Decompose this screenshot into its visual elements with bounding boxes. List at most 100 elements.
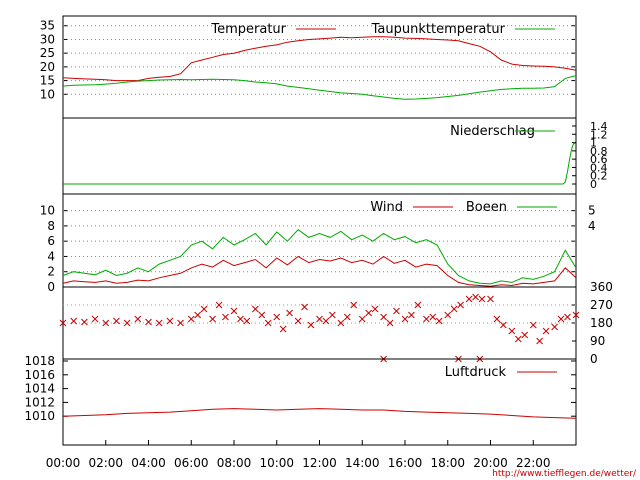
- scatter-point: [286, 309, 293, 317]
- scatter-point: [166, 317, 174, 325]
- y-tick-label: 1012: [24, 395, 55, 409]
- scatter-point: [222, 313, 229, 321]
- x-tick-label: 02:00: [88, 456, 123, 470]
- y-tick-label: 0.6: [590, 153, 608, 166]
- series-line-taupunkttemperatur: [62, 75, 577, 100]
- scatter-point: [551, 323, 558, 331]
- series-line-wind: [62, 255, 577, 287]
- scatter-point: [113, 317, 120, 325]
- legend-label: Boeen: [466, 200, 507, 215]
- legend-label: Niederschlag: [450, 124, 535, 139]
- series-line-temperatur: [62, 36, 577, 82]
- x-tick-label: 14:00: [345, 456, 380, 470]
- scatter-point: [264, 319, 272, 327]
- source-url: http://www.tiefflegen.de/wetter/: [492, 469, 637, 479]
- y-tick-label: 1010: [24, 409, 55, 423]
- y-tick-label: 4: [47, 249, 55, 263]
- y-tick-label: 35: [40, 19, 55, 33]
- y-tick-label: 90: [590, 334, 605, 348]
- y-tick-label: 1018: [24, 354, 55, 368]
- x-tick-label: 00:00: [46, 456, 81, 470]
- x-tick-label: 04:00: [131, 456, 166, 470]
- scatter-point: [134, 315, 142, 323]
- scatter-point: [386, 319, 394, 327]
- series-line-luftdruck: [62, 408, 577, 419]
- scatter-point: [209, 315, 216, 323]
- scatter-point: [499, 321, 507, 329]
- y-tick-label: 0.2: [590, 170, 608, 183]
- y-tick-label: 270: [590, 298, 613, 312]
- y-tick-label: 0: [590, 352, 598, 366]
- x-tick-label: 06:00: [174, 456, 209, 470]
- y-tick-label: 0.4: [590, 161, 608, 174]
- scatter-point: [365, 309, 373, 317]
- y-tick-label: 1014: [24, 382, 55, 396]
- scatter-point: [371, 305, 379, 313]
- scatter-point: [536, 337, 544, 345]
- y2-tick-label: 5: [588, 204, 596, 218]
- scatter-point: [401, 315, 409, 323]
- y-tick-label: 180: [590, 316, 613, 330]
- y-tick-label: 1: [590, 137, 597, 150]
- scatter-point: [423, 315, 430, 323]
- scatter-point: [343, 313, 351, 321]
- scatter-point: [450, 305, 458, 313]
- y2-tick-label: 4: [588, 219, 596, 233]
- scatter-point: [444, 311, 452, 319]
- scatter-point: [493, 315, 501, 323]
- y-tick-label: 1016: [24, 368, 55, 382]
- scatter-point: [301, 303, 308, 311]
- scatter-point: [557, 315, 565, 323]
- x-axis: 00:00 02:00 04:00 06:00 08:00 10:00 12:00 14:00…: [46, 440, 551, 470]
- scatter-point: [243, 317, 251, 325]
- scatter-point: [194, 311, 202, 319]
- y-tick-label: 25: [40, 46, 55, 60]
- x-tick-label: 18:00: [430, 456, 465, 470]
- scatter-point: [521, 331, 529, 339]
- scatter-point: [187, 315, 195, 323]
- panel-direction: 0 90 180 270 360: [59, 280, 613, 366]
- series-line-niederschlag: [63, 141, 577, 185]
- scatter-point: [273, 313, 281, 321]
- scatter-point: [307, 321, 315, 329]
- y-tick-label: 1.4: [590, 120, 608, 133]
- y-tick-label: 20: [40, 60, 55, 74]
- legend-label: Wind: [370, 200, 403, 215]
- scatter-point: [279, 325, 287, 333]
- y-tick-label: 2: [47, 265, 55, 279]
- x-tick-label: 16:00: [388, 456, 423, 470]
- scatter-point: [177, 319, 184, 327]
- scatter-point: [358, 315, 366, 323]
- scatter-point: [435, 317, 443, 325]
- scatter-point: [200, 305, 208, 313]
- scatter-point: [155, 319, 163, 327]
- scatter-point: [487, 295, 494, 303]
- scatter-point: [408, 311, 415, 319]
- scatter-point: [514, 335, 522, 343]
- scatter-point: [429, 313, 437, 321]
- y-tick-label: 10: [40, 87, 55, 101]
- scatter-point: [572, 311, 580, 319]
- scatter-point: [145, 318, 152, 326]
- scatter-point: [478, 295, 486, 303]
- panel-rain: 00.20.40.60.811.21.4 Niederschlag: [62, 117, 608, 195]
- scatter-point: [337, 319, 345, 327]
- legend-label: Luftdruck: [445, 365, 507, 380]
- scatter-point: [472, 293, 479, 301]
- scatter-point: [123, 319, 131, 327]
- scatter-point: [70, 317, 78, 325]
- scatter-point: [380, 313, 387, 321]
- y-tick-label: 1.2: [590, 128, 608, 141]
- x-tick-label: 22:00: [516, 456, 551, 470]
- y-tick-label: 360: [590, 280, 613, 294]
- scatter-point: [102, 319, 110, 327]
- scatter-point: [59, 319, 67, 327]
- scatter-point: [294, 317, 302, 325]
- y-tick-label: 0: [47, 280, 55, 294]
- scatter-point: [457, 301, 464, 309]
- legend-label: Temperatur: [210, 22, 286, 37]
